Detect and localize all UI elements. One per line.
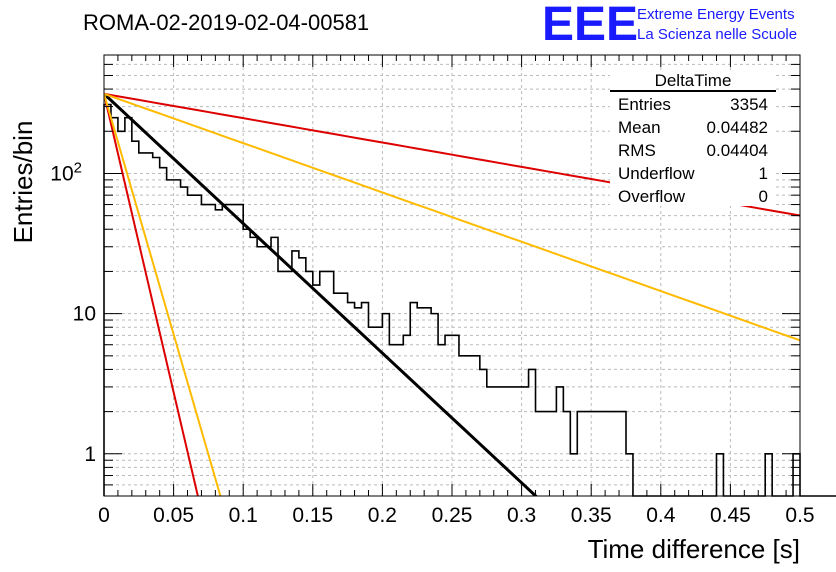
x-tick-label: 0.4 <box>646 504 676 527</box>
x-tick-label: 0 <box>98 504 110 527</box>
x-tick-label: 0.1 <box>229 504 258 527</box>
y-axis-label: Entries/bin <box>8 121 38 244</box>
stats-value-overflow: 0 <box>759 187 768 206</box>
logo-line2: La Scienza nelle Scuole <box>637 26 797 43</box>
logo-mark: EEE <box>542 0 638 51</box>
stats-label-overflow: Overflow <box>618 187 686 206</box>
stats-label-underflow: Underflow <box>618 164 695 183</box>
stats-title: DeltaTime <box>655 71 732 90</box>
x-tick-label: 0.05 <box>153 504 194 527</box>
stats-label-mean: Mean <box>618 118 661 137</box>
y-tick-label: 1 <box>84 443 96 466</box>
x-axis-label: Time difference [s] <box>588 534 800 564</box>
x-tick-label: 0.45 <box>710 504 751 527</box>
fit-line <box>104 93 222 496</box>
x-tick-label: 0.35 <box>571 504 612 527</box>
fit-line <box>104 92 800 342</box>
stats-label-entries: Entries <box>618 95 671 114</box>
stats-value-mean: 0.04482 <box>707 118 768 137</box>
x-tick-label: 0.2 <box>368 504 397 527</box>
fit-line <box>104 93 199 496</box>
x-tick-label: 0.25 <box>432 504 473 527</box>
y-tick-label: 10 <box>73 303 96 326</box>
stats-label-rms: RMS <box>618 141 656 160</box>
stats-value-underflow: 1 <box>759 164 768 183</box>
x-tick-label: 0.3 <box>507 504 536 527</box>
chart-title: ROMA-02-2019-02-04-00581 <box>83 10 369 35</box>
x-tick-label: 0.15 <box>292 504 333 527</box>
y-tick-label: 102 <box>50 159 82 185</box>
x-tick-label: 0.5 <box>785 504 814 527</box>
stats-box: DeltaTime Entries 3354 Mean 0.04482 RMS … <box>610 71 776 206</box>
stats-value-entries: 3354 <box>730 95 768 114</box>
stats-box-background <box>610 72 776 206</box>
logo-line1: Extreme Energy Events <box>637 6 795 23</box>
eee-logo: EEE Extreme Energy Events La Scienza nel… <box>542 0 797 51</box>
axes: 0 0.05 0.1 0.15 0.2 0.25 0.3 0.35 0.4 0.45 0.51101… <box>50 54 815 527</box>
stats-value-rms: 0.04404 <box>707 141 768 160</box>
fit-line <box>104 92 538 496</box>
